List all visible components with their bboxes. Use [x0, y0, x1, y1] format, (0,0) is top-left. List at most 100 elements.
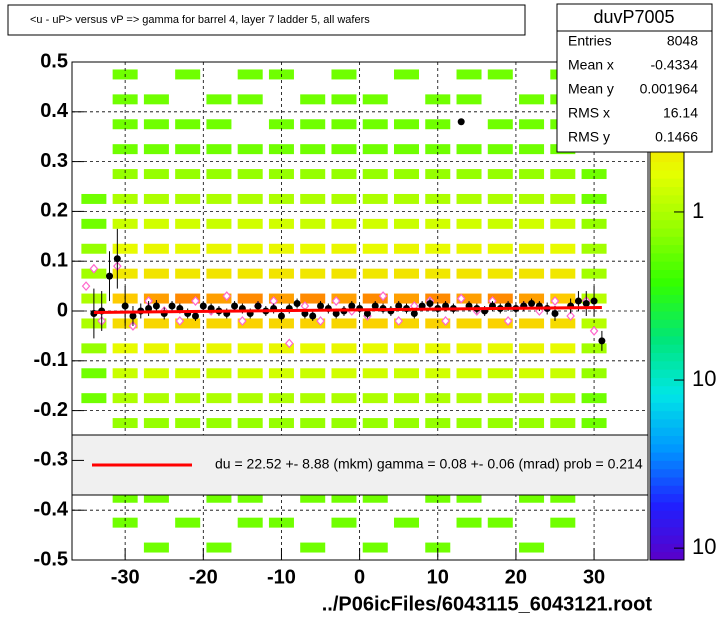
- cell: [206, 368, 232, 379]
- y-tick-label: -0.5: [34, 548, 68, 570]
- cell: [550, 318, 576, 329]
- cell: [143, 393, 169, 404]
- cell: [331, 243, 357, 254]
- cell: [362, 542, 388, 553]
- cell: [143, 492, 169, 503]
- profile-point: [168, 302, 176, 310]
- cell: [425, 368, 451, 379]
- point: [456, 293, 466, 304]
- x-axis-label: ../P06icFiles/6043115_6043121.root: [322, 593, 653, 615]
- stats-value: -0.4334: [651, 57, 699, 73]
- cell: [519, 218, 545, 229]
- palette-step: [650, 203, 684, 212]
- point: [89, 263, 99, 274]
- cell: [393, 243, 420, 254]
- cell: [112, 368, 138, 379]
- point: [316, 316, 325, 326]
- cell: [487, 293, 513, 304]
- cell: [519, 418, 545, 429]
- cell: [268, 218, 294, 229]
- cell: [143, 94, 169, 105]
- y-tick-label: 0.3: [40, 150, 68, 172]
- cell: [331, 193, 357, 204]
- cell: [362, 94, 388, 105]
- palette-step: [650, 443, 684, 453]
- cell: [487, 393, 513, 404]
- cell: [519, 268, 545, 279]
- cell: [81, 193, 107, 204]
- cell: [487, 69, 513, 80]
- profile-point: [113, 255, 121, 263]
- cell: [237, 94, 263, 105]
- palette-step: [650, 219, 684, 229]
- cell: [331, 169, 357, 180]
- cell: [81, 268, 107, 279]
- cell: [456, 517, 482, 528]
- cell: [331, 368, 357, 379]
- cell: [143, 193, 169, 204]
- profile-point: [371, 302, 379, 310]
- point: [284, 338, 294, 349]
- cell: [393, 517, 420, 528]
- cell: [268, 368, 294, 379]
- palette-step: [650, 186, 684, 196]
- palette-step: [650, 294, 684, 304]
- cell: [456, 293, 482, 304]
- stats: Entries 8048 Mean x -0.4334 Mean y 0.001964 RM…: [568, 33, 698, 145]
- cell: [519, 492, 545, 503]
- cell: [393, 318, 420, 329]
- cell: [425, 193, 451, 204]
- cell: [487, 169, 513, 180]
- z-tick-label: 1: [692, 198, 704, 223]
- cell: [143, 418, 169, 429]
- stats-label: Mean x: [568, 57, 614, 73]
- stats-value: 8048: [667, 33, 698, 49]
- cell: [143, 293, 169, 304]
- point: [331, 296, 341, 306]
- cell: [362, 418, 388, 429]
- cell: [206, 318, 232, 329]
- palette-step: [650, 385, 684, 395]
- profile-point: [121, 302, 129, 310]
- palette-step: [650, 377, 684, 387]
- fit-line: [93, 306, 602, 314]
- palette-step: [650, 178, 684, 187]
- cell: [268, 517, 294, 528]
- cell: [331, 318, 357, 329]
- cell: [300, 218, 326, 229]
- cell: [519, 144, 545, 155]
- profile-point: [152, 302, 160, 310]
- cell: [456, 318, 482, 329]
- cell: [362, 293, 388, 304]
- stats-label: RMS y: [568, 129, 610, 145]
- cell: [206, 293, 232, 304]
- palette-step: [650, 468, 684, 478]
- cell: [487, 268, 513, 279]
- cell: [456, 69, 482, 80]
- cell: [331, 517, 357, 528]
- point: [503, 316, 513, 326]
- y-tick-label: -0.2: [34, 399, 68, 421]
- cell: [300, 169, 326, 180]
- cell: [425, 542, 451, 553]
- palette-step: [650, 352, 684, 362]
- cell: [81, 343, 107, 354]
- y-tick-label: 0.1: [40, 249, 68, 271]
- cell: [550, 368, 576, 379]
- palette-step: [650, 402, 684, 412]
- palette-step: [650, 244, 684, 254]
- point: [441, 316, 450, 326]
- cell: [393, 193, 420, 204]
- cell: [300, 193, 326, 204]
- profile-point: [598, 337, 606, 345]
- cell: [206, 393, 232, 404]
- cell: [550, 418, 576, 429]
- cell: [393, 393, 420, 404]
- cell: [487, 243, 513, 254]
- cell: [581, 218, 607, 229]
- cell: [362, 393, 388, 404]
- palette-step: [650, 410, 684, 420]
- cell: [362, 368, 388, 379]
- profile-point: [528, 300, 536, 308]
- cell: [206, 119, 232, 130]
